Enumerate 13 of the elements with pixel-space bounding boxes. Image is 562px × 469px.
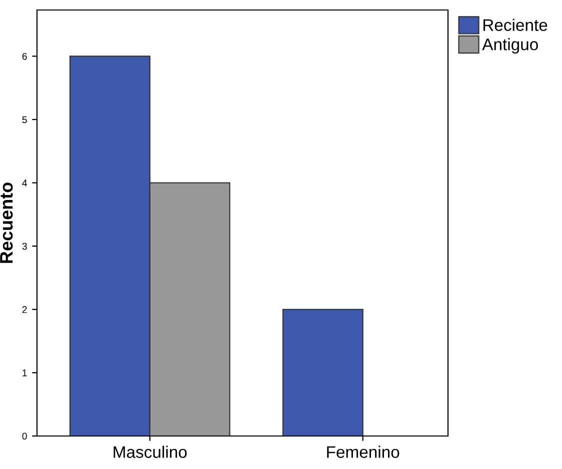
y-tick-label: 0: [22, 432, 27, 440]
y-axis-title: Recuento: [0, 182, 13, 263]
y-tick-label: 4: [22, 180, 27, 186]
bar: [282, 308, 364, 436]
y-tick-label: 6: [22, 52, 27, 60]
y-tick-label: 3: [22, 242, 27, 250]
legend-label: Antiguo: [482, 38, 538, 54]
x-tick-label: Femenino: [327, 446, 400, 458]
legend-label: Reciente: [483, 18, 548, 31]
x-tick-label: Masculino: [114, 446, 187, 458]
y-tick-label: 1: [22, 370, 27, 376]
y-tick-label: 2: [22, 306, 27, 313]
y-tick-label: 5: [22, 116, 27, 124]
